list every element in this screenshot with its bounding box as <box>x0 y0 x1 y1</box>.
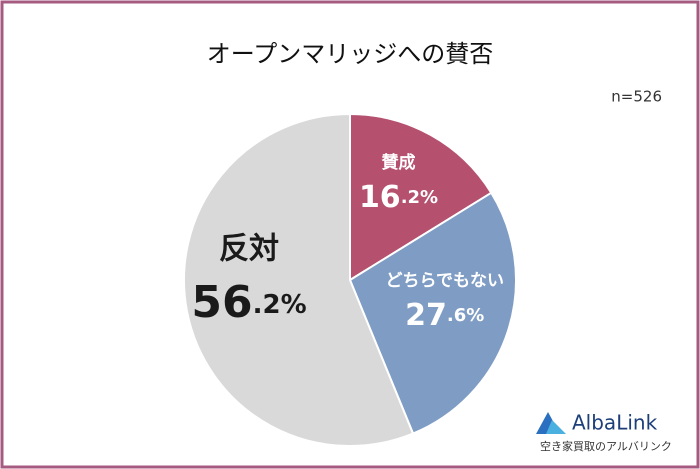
pie-slice <box>183 112 415 447</box>
slice-label: 賛成 <box>382 152 416 173</box>
slice-label: 反対 <box>219 231 279 266</box>
pie-slice <box>348 191 517 435</box>
value-label: 16.2% <box>359 180 438 215</box>
logo-icon <box>546 420 566 434</box>
pie-slice <box>349 112 493 282</box>
logo: AlbaLink 空き家買取のアルバリンク <box>536 411 672 453</box>
sample-size: n=526 <box>611 88 662 106</box>
value-label: 27.6% <box>405 297 484 332</box>
logo-name: AlbaLink <box>572 411 658 435</box>
slice-label: どちらでもない <box>385 271 504 291</box>
value-label: 56.2% <box>191 277 306 328</box>
logo-tagline: 空き家買取のアルバリンク <box>540 439 672 453</box>
chart-title: オープンマリッジへの賛否 <box>207 40 494 68</box>
